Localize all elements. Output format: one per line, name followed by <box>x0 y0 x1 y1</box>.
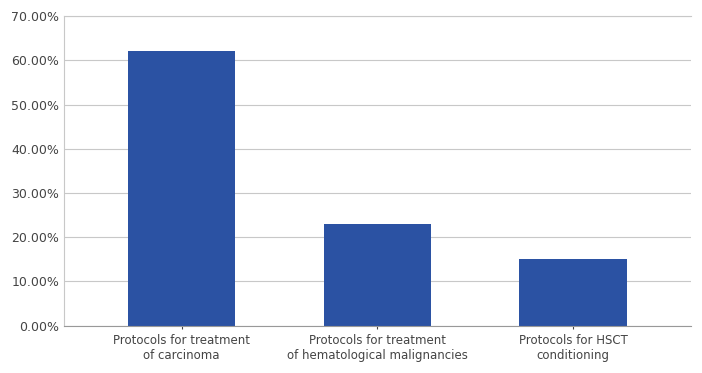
Bar <box>324 224 431 326</box>
Bar <box>128 51 235 326</box>
Bar <box>519 259 627 326</box>
